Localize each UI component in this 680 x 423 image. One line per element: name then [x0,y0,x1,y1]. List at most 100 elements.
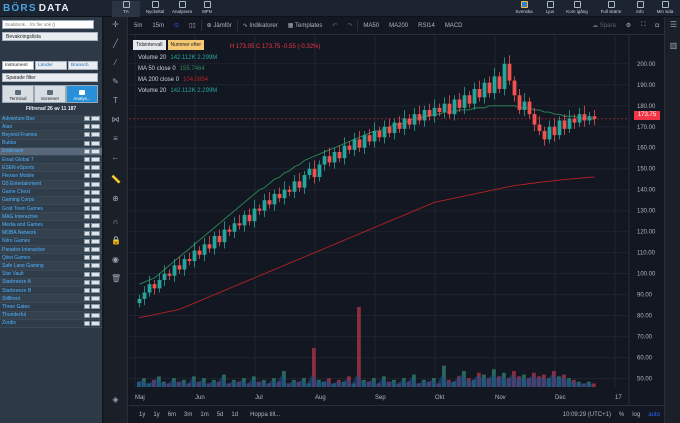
company-name[interactable]: Safe Lane Gaming [2,262,44,269]
candle-style-icon[interactable]: ▯▯ [189,23,196,29]
back-arrow-icon[interactable]: ← [111,153,120,162]
ray-icon[interactable]: ⁄ [114,58,117,67]
zoom-icon[interactable]: ⊕ [112,194,119,203]
log-toggle[interactable]: log [632,411,641,418]
list-item[interactable]: Embracer [0,147,102,156]
segment-instrument[interactable]: Instrument [2,61,34,70]
nav-info[interactable]: Info [626,1,654,14]
list-item[interactable]: Gold Town Games [0,205,102,214]
nav-language[interactable]: Svenska [510,1,538,14]
brush-icon[interactable]: ✎ [112,77,119,86]
company-name[interactable]: G5 Entertainment [2,181,42,188]
list-item[interactable]: Nitro Games [0,237,102,246]
company-name[interactable]: Enad Global 7 [2,156,34,163]
list-item[interactable]: Thunderful [0,311,102,320]
company-name[interactable]: Gold Town Games [2,205,44,212]
price-chart[interactable]: 200.00 190.00 180.00 170.00 160.00 150.00 140.… [129,35,664,405]
mini-chart-icon[interactable] [91,255,100,261]
layers-icon[interactable]: ◈ [112,395,119,404]
checkbox-icon[interactable] [84,230,90,236]
nav-mfn[interactable]: MFN [193,1,221,14]
range-3m[interactable]: 3m [184,411,193,418]
company-name[interactable]: Starbreeze A [2,279,31,286]
list-item[interactable]: MOBA Network [0,229,102,238]
range-1m[interactable]: 1m [200,411,209,418]
saved-filter-select[interactable]: Sparade filter [2,73,98,82]
list-item[interactable]: G5 Entertainment [0,180,102,189]
list-item[interactable]: Game Chest [0,188,102,197]
analys-button[interactable]: Analys... [66,85,98,103]
company-name[interactable]: MAG Interactive [2,213,38,220]
nav-light[interactable]: Ljus [536,1,564,14]
segment-lander[interactable]: Länder [35,61,67,70]
mini-chart-icon[interactable] [91,157,100,163]
company-name[interactable]: Paradox Interactive [2,246,46,253]
list-item[interactable]: Star Vault [0,270,102,279]
terminal-button[interactable]: Terminal [2,85,34,103]
list-item[interactable]: Starbreeze A [0,278,102,287]
checkbox-icon[interactable] [84,255,90,261]
company-name[interactable]: Atari [2,123,13,130]
range-5d[interactable]: 5d [216,411,224,418]
checkbox-icon[interactable] [84,157,90,163]
mini-chart-icon[interactable] [91,271,100,277]
mini-chart-icon[interactable] [91,230,100,236]
fullscreen-chart-icon[interactable]: ⛶ [641,22,646,28]
mini-chart-icon[interactable] [91,189,100,195]
range-6m[interactable]: 6m [167,411,177,418]
company-name[interactable]: Qiiwi Games [2,254,31,261]
undo-icon[interactable]: ↶ [332,23,338,29]
list-item[interactable]: Gaming Corps [0,196,102,206]
trend-line-icon[interactable]: ╱ [113,39,118,48]
mini-chart-icon[interactable] [91,247,100,253]
checkbox-icon[interactable] [84,116,90,122]
goto-date[interactable]: Hoppa till... [250,411,281,418]
list-item[interactable]: Enad Global 7 [0,155,102,165]
list-item[interactable]: Beyond Frames [0,131,102,140]
segment-bransch[interactable]: Bransch [68,61,98,70]
study-macd[interactable]: MACD [444,22,463,29]
mini-chart-icon[interactable] [91,140,100,146]
watchlist-select[interactable]: Bevakningslista [2,32,98,41]
magnet-icon[interactable]: ∩ [112,217,119,226]
company-name[interactable]: Stillfront [2,295,21,302]
save-button[interactable]: ☁ Spara [592,23,616,29]
company-name[interactable]: Adventure Box [2,115,35,122]
range-1y[interactable]: 1y [139,411,146,418]
nav-nyckeltal[interactable]: Nyckeltal [141,1,169,14]
mini-chart-icon[interactable] [91,124,100,130]
list-item[interactable]: Atari [0,123,102,132]
company-name[interactable]: MOBA Network [2,230,37,237]
mini-chart-icon[interactable] [91,263,100,269]
app-logo[interactable]: BÖRS DATA [3,3,70,14]
list-item[interactable]: Paradox Interactive [0,246,102,255]
nav-analysera[interactable]: Analysera [168,1,196,14]
company-name[interactable]: Nitro Games [2,238,31,245]
mini-chart-icon[interactable] [91,222,100,228]
checkbox-icon[interactable] [84,124,90,130]
list-item[interactable]: Starbreeze B [0,286,102,296]
company-name[interactable]: ESEN eSports [2,164,35,171]
company-name[interactable]: Thunderful [2,312,26,319]
trash-icon[interactable]: 🗑 [111,274,122,283]
checkbox-icon[interactable] [84,206,90,212]
company-name[interactable]: Beyond Frames [2,131,38,138]
templates-button[interactable]: ▦ Templates [287,23,323,29]
list-item[interactable]: Flexion Mobile [0,172,102,181]
company-name[interactable]: Bublar [2,140,17,147]
list-item[interactable]: MAG Interactive [0,213,102,222]
text-icon[interactable]: T [113,96,118,105]
nav-user[interactable]: Min sida [651,1,679,14]
mini-chart-icon[interactable] [91,181,100,187]
indicators-button[interactable]: ∿ Indikatorer [242,23,278,29]
checkbox-icon[interactable] [84,214,90,220]
checkbox-icon[interactable] [84,296,90,302]
list-item[interactable]: Adventure Box [0,115,102,124]
company-name[interactable]: Game Chest [2,189,31,196]
list-item[interactable]: Bublar [0,139,102,148]
mini-chart-icon[interactable] [91,279,100,285]
mini-chart-icon[interactable] [91,238,100,244]
company-name[interactable]: Zordix [2,320,16,327]
mini-chart-icon[interactable] [91,206,100,212]
mini-chart-icon[interactable] [91,165,100,171]
